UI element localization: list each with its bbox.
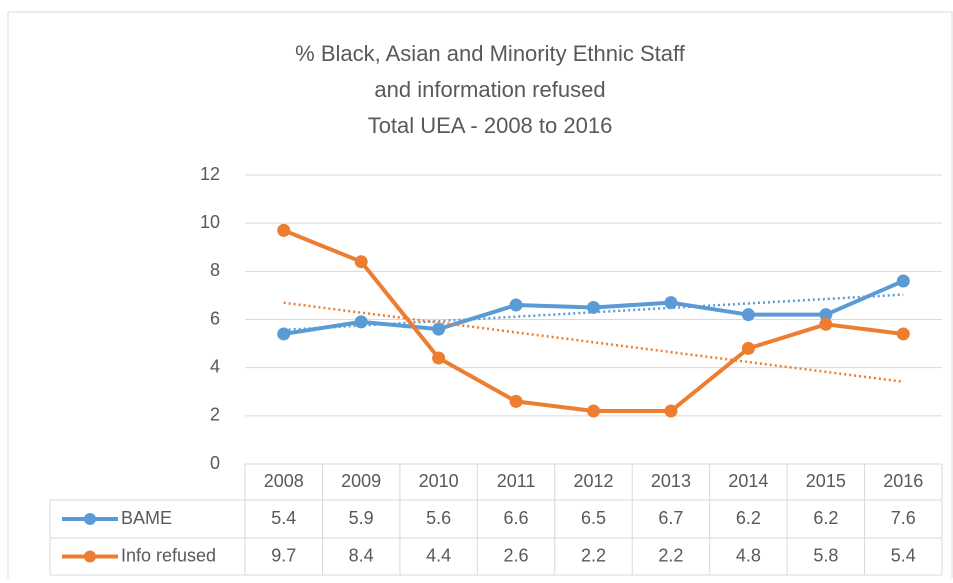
table-value: 6.5 [581,508,606,528]
table-value: 6.6 [504,508,529,528]
x-tick-label: 2016 [883,471,923,491]
data-point [664,404,678,418]
table-value: 9.7 [271,545,296,565]
y-tick-label: 2 [210,405,220,425]
chart-title: Total UEA - 2008 to 2016 [368,113,613,138]
data-point [509,298,523,312]
data-point [277,327,291,341]
data-point [819,308,833,322]
table-value: 5.9 [349,508,374,528]
table-value: 2.6 [504,545,529,565]
x-tick-label: 2013 [651,471,691,491]
legend-marker [84,550,96,563]
data-point [896,327,910,341]
x-tick-label: 2009 [341,471,381,491]
x-tick-label: 2008 [264,471,304,491]
table-value: 5.4 [271,508,296,528]
data-point [509,394,523,408]
table-value: 4.8 [736,545,761,565]
table-value: 2.2 [581,545,606,565]
data-point [896,274,910,288]
data-point [664,296,678,310]
data-point [432,351,446,365]
data-point [354,255,368,269]
x-tick-label: 2015 [806,471,846,491]
y-tick-label: 12 [200,164,220,184]
data-table: 2008 2009 2010 2011 2012 2013 2014 2015 2016 BAME… [49,463,943,576]
y-tick-label: 10 [200,212,220,232]
table-value: 6.2 [813,508,838,528]
legend-marker [84,513,96,525]
data-point [432,322,446,336]
y-tick-label: 0 [210,453,220,473]
data-point [587,404,600,418]
table-value: 8.4 [349,545,374,565]
x-tick-label: 2011 [497,471,536,491]
plot [277,223,910,418]
x-tick-label: 2014 [728,471,768,491]
table-value: 5.8 [813,545,838,565]
data-point [819,317,833,331]
y-tick-label: 8 [210,260,220,280]
data-point [277,223,291,237]
chart-area [7,11,953,583]
chart-title: and information refused [374,77,605,102]
table-value: 6.2 [736,508,761,528]
x-tick-label: 2012 [573,471,613,491]
data-point [741,341,755,355]
chart-title: % Black, Asian and Minority Ethnic Staff [295,41,686,66]
table-value: 2.2 [658,545,683,565]
table-value: 7.6 [891,508,916,528]
table-value: 5.6 [426,508,451,528]
table-value: 4.4 [426,545,451,565]
data-point [587,300,600,314]
legend-label: BAME [121,508,172,528]
y-tick-label: 4 [210,356,220,376]
table-value: 5.4 [891,545,916,565]
y-tick-label: 6 [210,308,220,328]
table-value: 6.7 [658,508,683,528]
x-tick-label: 2010 [419,471,459,491]
trendline [283,301,904,383]
data-point [354,315,368,329]
legend-label: Info refused [121,545,216,565]
data-point [741,308,755,322]
